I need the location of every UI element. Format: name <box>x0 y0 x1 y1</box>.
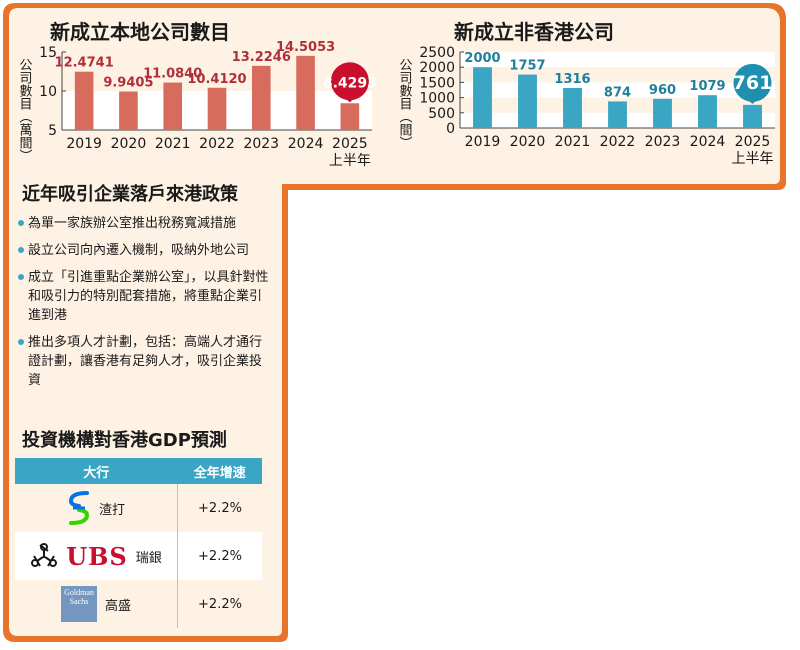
policy-item: 成立「引進重點企業辦公室」，以具針對性和吸引力的特別配套措施，將重點企業引進到港 <box>14 264 276 329</box>
bar <box>518 74 537 128</box>
bank-name: 高盛 <box>104 598 131 614</box>
x-tick-label: 2021 <box>155 136 191 152</box>
gdp-forecast-table: 大行 全年增速 渣打 +2.2% <box>15 458 262 628</box>
x-tick-label: 2022 <box>199 136 235 152</box>
x-tick-label: 2020 <box>111 136 147 152</box>
ubs-keys-icon <box>31 543 58 567</box>
growth-value: +2.2% <box>177 532 262 580</box>
y-tick-label: 1500 <box>419 75 455 91</box>
y-tick-label: 15 <box>39 45 57 61</box>
x-tick-label: 2025 <box>332 136 368 152</box>
growth-value: +2.2% <box>177 580 262 628</box>
goldman-sachs-logo: Goldman Sachs <box>60 586 97 622</box>
y-tick-label: 2000 <box>419 60 455 76</box>
data-label: 10.4120 <box>187 72 246 87</box>
data-label: 8.4293 <box>323 75 377 91</box>
y-tick-label: 0 <box>446 121 455 137</box>
bar <box>653 98 672 128</box>
table-row: Goldman Sachs 高盛 +2.2% <box>15 580 262 628</box>
ubs-logo: UBS <box>66 541 128 571</box>
bar <box>743 104 762 128</box>
bank-name: 瑞銀 <box>135 550 162 566</box>
data-label: 12.4741 <box>55 56 114 71</box>
policy-item: 推出多項人才計劃，包括：高端人才通行證計劃，讓香港有足夠人才，吸引企業投資 <box>14 329 276 394</box>
bar <box>563 87 582 128</box>
nonhk-chart-title: 新成立非香港公司 <box>454 20 614 44</box>
x-tick-label: 2023 <box>645 134 681 150</box>
data-label: 960 <box>649 83 676 98</box>
x-tick-label: 2019 <box>465 134 501 150</box>
header-bank: 大行 <box>15 458 178 484</box>
y-axis-label: 公司數目（萬間） <box>17 58 33 162</box>
table-row: UBS 瑞銀 +2.2% <box>15 532 262 580</box>
data-label: 2000 <box>464 51 500 66</box>
gdp-title: 投資機構對香港GDP預測 <box>22 430 227 451</box>
bar <box>207 87 227 130</box>
highlight-badge <box>330 62 369 101</box>
y-tick-label: 1000 <box>419 91 455 107</box>
x-tick-label: 2024 <box>690 134 726 150</box>
data-label: 761 <box>733 72 773 94</box>
data-label: 1316 <box>554 72 590 87</box>
x-tick-label: 2024 <box>288 136 324 152</box>
y-tick-label: 10 <box>39 84 57 100</box>
x-tick-label: 上半年 <box>329 153 371 169</box>
y-tick-label: 500 <box>428 106 455 122</box>
data-label: 874 <box>604 85 631 100</box>
bar <box>340 103 360 130</box>
bar <box>251 65 271 130</box>
table-row: 渣打 +2.2% <box>15 484 262 532</box>
data-label: 9.9405 <box>103 75 153 90</box>
bar <box>119 91 138 130</box>
data-label: 1757 <box>509 59 545 74</box>
bar <box>296 55 315 131</box>
data-label: 13.2246 <box>232 50 291 65</box>
x-tick-label: 2021 <box>555 134 591 150</box>
grid-band <box>460 82 775 98</box>
policy-title: 近年吸引企業落戶來港政策 <box>22 184 238 205</box>
y-tick-label: 5 <box>48 123 57 139</box>
local-chart-title: 新成立本地公司數目 <box>50 20 230 44</box>
x-tick-label: 2019 <box>66 136 102 152</box>
bar <box>163 82 183 130</box>
bar <box>608 101 627 128</box>
x-tick-label: 2020 <box>510 134 546 150</box>
policy-item: 設立公司向內遷入機制，吸納外地公司 <box>14 237 276 264</box>
data-label: 11.0840 <box>143 67 202 82</box>
policy-list: 為單一家族辦公室推出稅務寬減措施 設立公司向內遷入機制，吸納外地公司 成立「引進… <box>14 210 276 394</box>
data-label: 1079 <box>689 79 725 94</box>
policy-item: 為單一家族辦公室推出稅務寬減措施 <box>14 210 276 237</box>
bar <box>473 67 492 128</box>
header-growth: 全年增速 <box>177 458 262 484</box>
x-tick-label: 上半年 <box>732 151 774 167</box>
bar <box>74 71 94 130</box>
bar <box>698 95 717 128</box>
y-tick-label: 2500 <box>419 45 455 61</box>
bank-name: 渣打 <box>98 502 125 518</box>
grid-band <box>460 52 775 68</box>
stanchart-logo <box>68 491 89 525</box>
x-tick-label: 2022 <box>600 134 636 150</box>
growth-value: +2.2% <box>177 484 262 532</box>
highlight-badge <box>733 63 772 102</box>
x-tick-label: 2025 <box>735 134 771 150</box>
x-tick-label: 2023 <box>243 136 279 152</box>
y-axis-label: 公司數目（間） <box>397 58 413 149</box>
data-label: 14.5053 <box>276 40 335 55</box>
